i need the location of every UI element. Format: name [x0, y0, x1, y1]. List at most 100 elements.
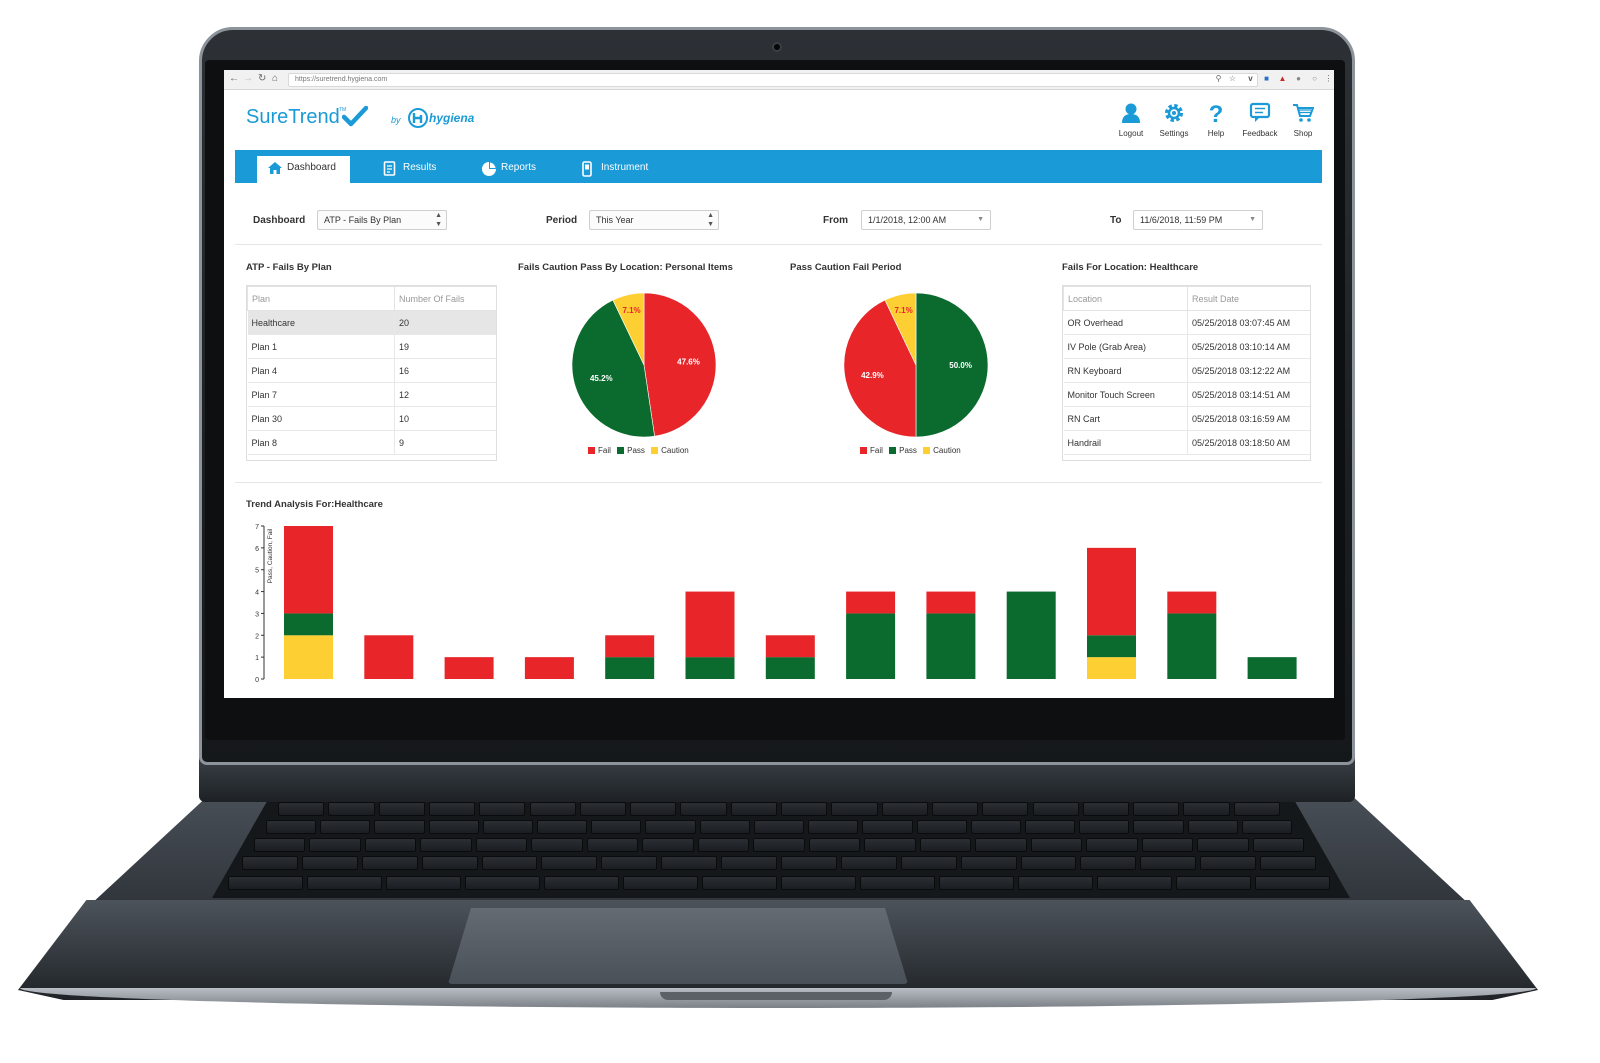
legend-caution-swatch — [651, 447, 659, 454]
home-browser-icon[interactable]: ⌂ — [272, 73, 279, 84]
period-select[interactable]: This Year ▲ ▼ — [589, 210, 719, 230]
trend-bar[interactable] — [1087, 547, 1136, 679]
column-header-result-date[interactable]: Result Date — [1187, 286, 1310, 311]
tab-instrument[interactable]: Instrument — [571, 156, 681, 183]
pie-slice-caution[interactable] — [884, 292, 917, 366]
hygiena-logo-icon — [408, 108, 428, 128]
trend-bar[interactable] — [1247, 657, 1297, 679]
keyboard-key — [630, 802, 677, 816]
extension-gray-icon[interactable]: ● — [1296, 74, 1301, 83]
logout-button[interactable]: Logout — [1109, 102, 1153, 138]
table-row[interactable]: IV Pole (Grab Area) 05/25/2018 03:10:14 A… — [1063, 334, 1310, 359]
trend-bar-segment-fail[interactable] — [685, 591, 735, 658]
trend-bar-segment-pass[interactable] — [1087, 635, 1136, 658]
trend-bar-segment-fail[interactable] — [1087, 547, 1136, 636]
trend-bar-segment-pass[interactable] — [685, 657, 735, 679]
trend-bar[interactable] — [284, 526, 333, 679]
trend-bar-segment-fail[interactable] — [765, 635, 815, 658]
column-header-location[interactable]: Location — [1063, 286, 1188, 311]
trend-bar-segment-pass[interactable] — [1167, 613, 1217, 679]
trend-bar[interactable] — [364, 635, 414, 679]
feedback-button[interactable]: Feedback — [1238, 102, 1282, 138]
bookmark-star-icon[interactable]: ☆ — [1228, 74, 1237, 83]
trend-bar[interactable] — [846, 591, 896, 679]
trend-bar-segment-pass[interactable] — [765, 657, 815, 679]
trend-bar-segment-pass[interactable] — [1247, 657, 1297, 679]
browser-menu-icon[interactable]: ⋮ — [1324, 74, 1333, 83]
pie-slice-fail[interactable] — [843, 299, 917, 438]
pie-slice-caution[interactable] — [612, 292, 645, 366]
table-row[interactable]: Plan 4 16 — [247, 358, 496, 383]
keyboard-key — [1080, 856, 1137, 870]
zoom-icon[interactable]: ⚲ — [1215, 74, 1222, 83]
extension-shield-icon[interactable]: ▲ — [1278, 74, 1287, 83]
trend-bar-segment-caution[interactable] — [284, 635, 333, 679]
keyboard-key — [428, 820, 479, 834]
help-button[interactable]: ? Help — [1194, 102, 1238, 138]
table-row[interactable]: Healthcare 20 — [247, 310, 496, 335]
trend-bar-segment-pass[interactable] — [284, 613, 333, 636]
question-icon: ? — [1209, 102, 1224, 124]
pie-slice-pass[interactable] — [571, 299, 655, 438]
shop-button[interactable]: Shop — [1281, 102, 1325, 138]
trend-analysis-chart: 0 1 2 3 4 5 6 7 Pass, Caution, Fail — [255, 524, 1297, 684]
tab-results-label: Results — [403, 162, 437, 173]
trend-bar[interactable] — [765, 635, 815, 679]
result-date-cell: 05/25/2018 03:14:51 AM — [1187, 382, 1310, 407]
trend-bar[interactable] — [1167, 591, 1217, 679]
trend-bar-segment-pass[interactable] — [926, 613, 976, 679]
table-row[interactable]: Plan 30 10 — [247, 406, 496, 431]
column-header-plan[interactable]: Plan — [247, 286, 395, 311]
trend-bar-segment-fail[interactable] — [846, 591, 896, 614]
extension-blue-icon[interactable]: ■ — [1264, 74, 1269, 83]
tab-dashboard[interactable]: Dashboard — [257, 156, 350, 183]
keyboard-key — [1183, 802, 1230, 816]
chevron-down-icon: ▼ — [1249, 216, 1256, 223]
trend-bar[interactable] — [444, 657, 494, 679]
pie-slice-fail[interactable] — [643, 292, 717, 437]
table-row[interactable]: Handrail 05/25/2018 03:18:50 AM — [1063, 430, 1310, 455]
select-arrows-icon: ▲ ▼ — [707, 212, 714, 228]
trend-bar-segment-pass[interactable] — [605, 657, 655, 679]
forward-arrow-icon[interactable]: → — [243, 73, 253, 84]
tab-results[interactable]: Results — [373, 156, 468, 183]
reload-icon[interactable]: ↻ — [258, 73, 267, 84]
device-icon — [582, 161, 592, 177]
trend-bar[interactable] — [926, 591, 976, 679]
trend-bar[interactable] — [605, 635, 655, 679]
table-row[interactable]: RN Keyboard 05/25/2018 03:12:22 AM — [1063, 358, 1310, 383]
webcam-icon — [772, 42, 782, 52]
trend-bar[interactable] — [524, 657, 574, 679]
trend-bar[interactable] — [1006, 591, 1056, 679]
settings-button[interactable]: Settings — [1152, 102, 1196, 138]
back-arrow-icon[interactable]: ← — [229, 73, 239, 84]
dashboard-select[interactable]: ATP - Fails By Plan ▲ ▼ — [317, 210, 447, 230]
to-date-picker[interactable]: 11/6/2018, 11:59 PM ▼ — [1133, 210, 1263, 230]
trend-bar-segment-fail[interactable] — [524, 657, 574, 679]
from-date-picker[interactable]: 1/1/2018, 12:00 AM ▼ — [861, 210, 991, 230]
trend-bar-segment-fail[interactable] — [284, 526, 333, 614]
table-row[interactable]: Monitor Touch Screen 05/25/2018 03:14:51 … — [1063, 382, 1310, 407]
trend-bar[interactable] — [685, 591, 735, 679]
column-header-number-of-fails[interactable]: Number Of Fails — [394, 286, 496, 311]
table-row[interactable]: RN Cart 05/25/2018 03:16:59 AM — [1063, 406, 1310, 431]
trend-bar-segment-fail[interactable] — [926, 591, 976, 614]
table-row[interactable]: OR Overhead 05/25/2018 03:07:45 AM — [1063, 310, 1310, 335]
trend-bar-segment-fail[interactable] — [364, 635, 414, 679]
tab-reports[interactable]: Reports — [471, 156, 566, 183]
trend-bar-segment-fail[interactable] — [1167, 591, 1217, 614]
table-row[interactable]: Plan 7 12 — [247, 382, 496, 407]
address-bar[interactable]: https://suretrend.hygiena.com — [288, 73, 1258, 87]
trend-bar-segment-caution[interactable] — [1087, 657, 1136, 679]
trend-bar-segment-fail[interactable] — [605, 635, 655, 658]
trend-bar-segment-pass[interactable] — [846, 613, 896, 679]
keyboard-key — [378, 802, 425, 816]
table-row[interactable]: Plan 1 19 — [247, 334, 496, 359]
pie-slice-pass[interactable] — [915, 292, 989, 438]
pie-value-label: 7.1% — [894, 306, 912, 315]
extension-v-icon[interactable]: v — [1248, 74, 1253, 83]
trend-bar-segment-pass[interactable] — [1006, 591, 1056, 679]
extension-dot-icon[interactable]: ○ — [1312, 74, 1317, 83]
trend-bar-segment-fail[interactable] — [444, 657, 494, 679]
